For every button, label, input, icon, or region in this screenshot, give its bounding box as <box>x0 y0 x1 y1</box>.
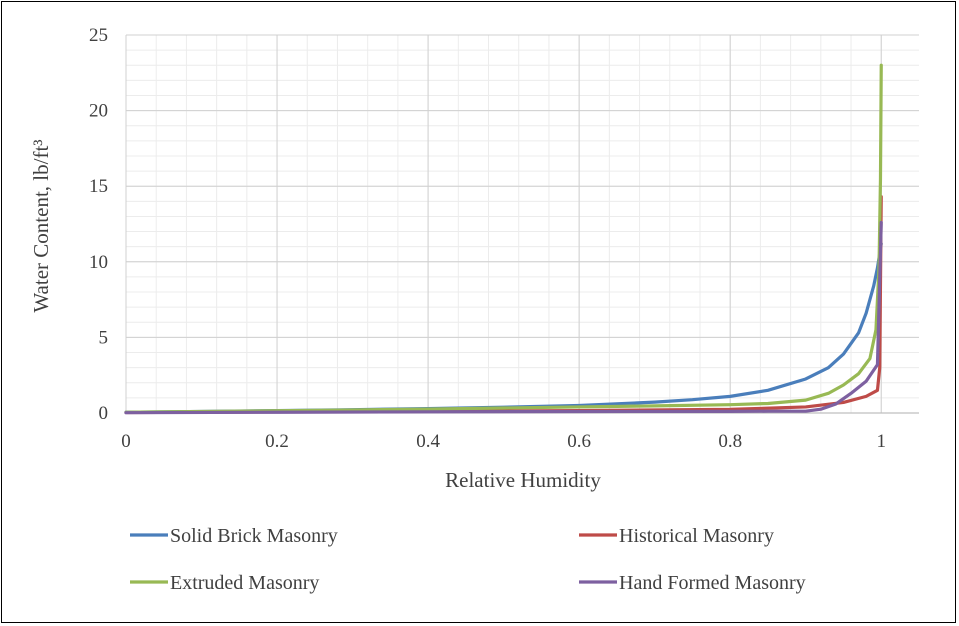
y-tick-label: 20 <box>89 101 108 122</box>
series-lines <box>124 63 883 415</box>
legend-label: Hand Formed Masonry <box>619 572 806 594</box>
x-axis-title: Relative Humidity <box>445 468 601 492</box>
legend: Solid Brick Masonry Historical Masonry Ext… <box>130 525 806 594</box>
legend-label: Solid Brick Masonry <box>170 525 338 547</box>
legend-label: Historical Masonry <box>619 525 774 547</box>
x-tick-label: 0.2 <box>265 431 289 452</box>
y-tick-label: 15 <box>89 176 108 197</box>
x-tick-label: 0.6 <box>567 431 591 452</box>
y-tick-labels: 0 5 10 15 20 25 <box>89 25 108 424</box>
y-axis-title: Water Content, lb/ft³ <box>29 139 53 312</box>
x-tick-label: 0.8 <box>718 431 742 452</box>
y-tick-label: 25 <box>89 25 108 46</box>
y-tick-label: 5 <box>99 327 109 348</box>
x-tick-label: 0 <box>121 431 131 452</box>
y-tick-label: 0 <box>99 403 109 424</box>
axes <box>125 35 919 414</box>
x-tick-label: 0.4 <box>416 431 440 452</box>
x-tick-label: 1 <box>876 431 886 452</box>
legend-label: Extruded Masonry <box>170 572 319 594</box>
major-grid <box>125 34 919 414</box>
series-line <box>124 220 883 415</box>
series-line <box>124 195 883 415</box>
series-line <box>124 63 883 414</box>
series-line <box>124 242 883 414</box>
y-tick-label: 10 <box>89 252 108 273</box>
minor-grid <box>125 34 919 414</box>
x-tick-labels: 0 0.2 0.4 0.6 0.8 1 <box>121 431 886 452</box>
